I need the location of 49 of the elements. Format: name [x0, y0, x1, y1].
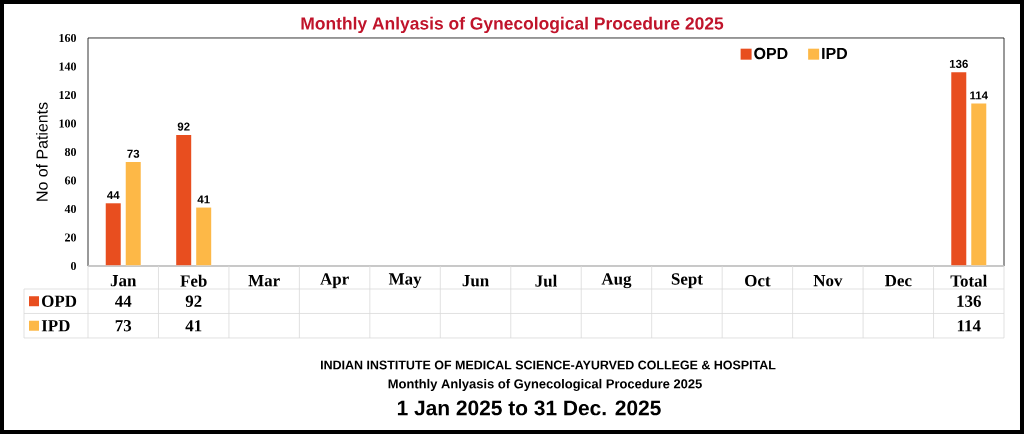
x-tick-label: May	[388, 273, 422, 289]
x-tick-label: Jun	[462, 275, 489, 287]
legend-label: OPD	[754, 47, 788, 60]
x-tick-label: Jan	[110, 275, 137, 287]
data-label: 136	[957, 295, 981, 307]
text: Monthly Anlyasis of Gynecological Procedure 2025	[388, 378, 702, 392]
y-tick-label: 20	[65, 233, 77, 242]
x-tick-label: Sept	[671, 273, 703, 289]
text: 1 Jan 2025 to 31 Dec. 2025	[397, 400, 661, 416]
y-tick-label: 140	[59, 62, 77, 71]
data-label: 73	[115, 320, 132, 332]
x-tick-label: Dec	[884, 275, 912, 287]
bar	[176, 134, 192, 266]
x-tick-label: Mar	[248, 275, 280, 287]
bar	[196, 207, 212, 266]
text: OPD	[42, 295, 77, 307]
bar	[951, 72, 967, 266]
x-tick-label: Oct	[745, 275, 771, 287]
data-label: 41	[185, 320, 202, 332]
y-tick-label: 160	[59, 33, 77, 43]
x-tick-label: Apr	[320, 273, 349, 289]
y-tick-label: 40	[64, 204, 77, 214]
x-tick-label: Feb	[180, 274, 207, 287]
annotation: 114	[970, 91, 988, 100]
y-tick-label: 0	[70, 261, 77, 271]
text: INDIAN INSTITUTE OF MEDICAL SCIENCE-AYURVED COLLEGE & HOSPITAL	[320, 360, 776, 370]
annotation: 136	[949, 59, 968, 68]
y-tick-label: 80	[64, 147, 77, 157]
data-label: 114	[957, 320, 981, 332]
x-tick-label: Jul	[535, 274, 558, 287]
y-tick-label: 120	[59, 90, 77, 100]
y-tick-label: 100	[59, 119, 77, 128]
bar	[125, 161, 141, 266]
annotation: 73	[127, 149, 140, 158]
y-tick-label: 60	[64, 176, 77, 185]
data-label: 44	[115, 295, 132, 307]
annotation: 41	[197, 195, 210, 204]
data-label: 92	[185, 295, 202, 307]
text: IPD	[41, 320, 70, 332]
y-axis-title: No of Patients	[36, 102, 48, 201]
annotation: 92	[177, 122, 190, 131]
annotation: 44	[107, 191, 120, 200]
bar	[105, 203, 121, 266]
x-tick-label: Nov	[813, 275, 843, 287]
x-tick-label: Total	[950, 274, 988, 287]
legend-label: IPD	[822, 47, 848, 59]
x-tick-label: Aug	[601, 273, 632, 289]
bar	[971, 103, 987, 266]
chart-title: Monthly Anlyasis of Gynecological Procedure 2025	[301, 16, 724, 34]
